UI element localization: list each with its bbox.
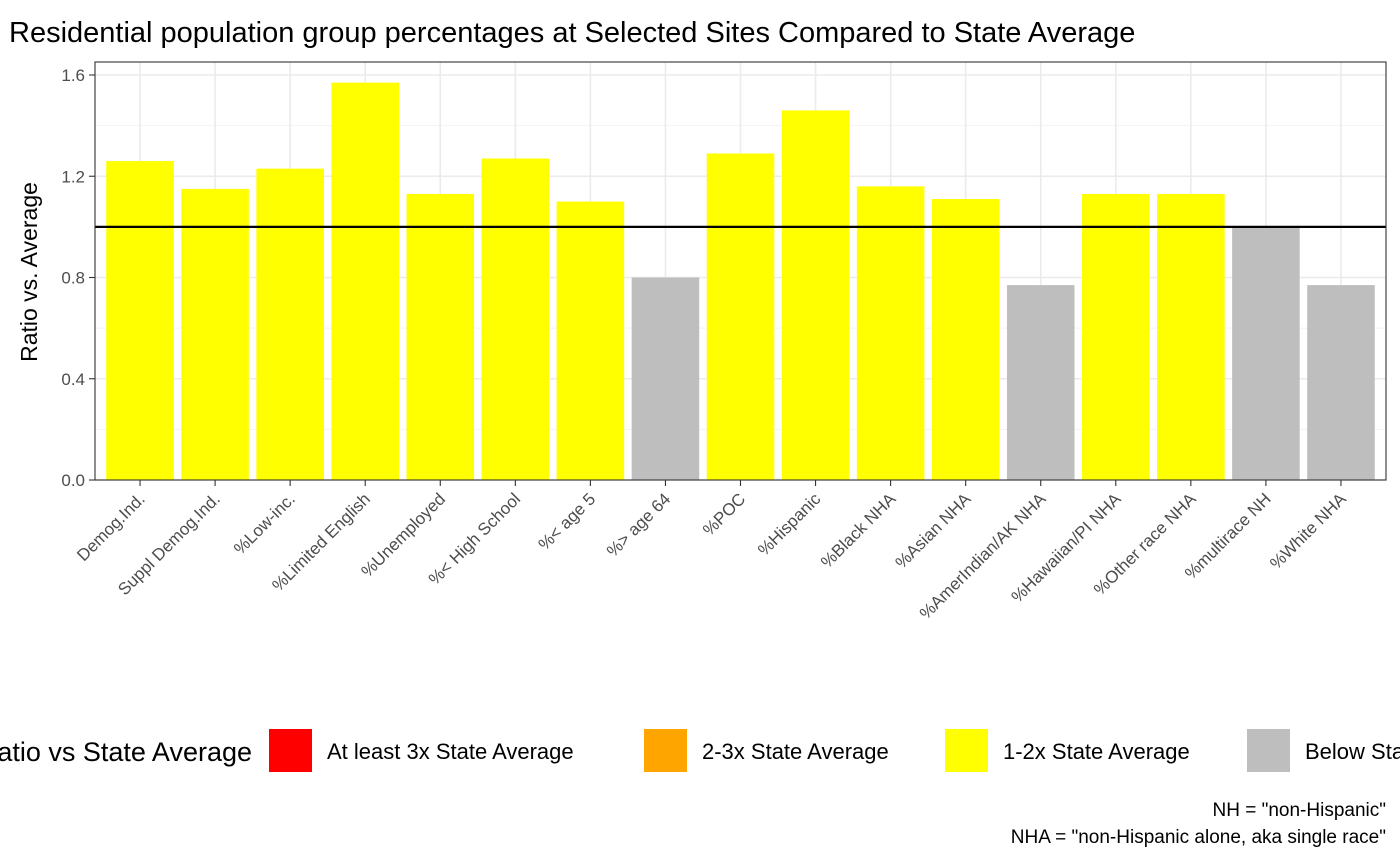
- bar: [1232, 226, 1300, 480]
- bar: [481, 158, 550, 480]
- x-tick-label: %AmerIndian/AK NHA: [916, 489, 1050, 623]
- x-tick-label: %Asian NHA: [892, 489, 975, 572]
- legend-title: Ratio vs State Average: [0, 737, 252, 767]
- x-tick-label: %Hispanic: [754, 489, 825, 560]
- y-tick-label: 0.0: [61, 471, 85, 490]
- bar: [181, 188, 249, 480]
- bar: [331, 82, 399, 480]
- caption-line-1: NH = "non-Hispanic": [1213, 800, 1386, 821]
- x-tick-label: %Black NHA: [817, 489, 900, 572]
- caption: NH = "non-Hispanic" NHA = "non-Hispanic …: [1011, 800, 1386, 848]
- legend-key: [269, 729, 312, 772]
- x-tick-label: Demog.Ind.: [73, 489, 149, 565]
- bar: [1307, 285, 1375, 480]
- bars: [106, 82, 1375, 480]
- bar: [781, 110, 850, 480]
- bar: [931, 199, 1000, 480]
- bar: [706, 153, 775, 480]
- legend-key: [945, 729, 988, 772]
- y-tick-label: 1.6: [61, 66, 85, 85]
- bar: [631, 277, 700, 480]
- y-tick-label: 0.8: [61, 269, 85, 288]
- bar: [256, 168, 324, 480]
- legend-key: [644, 729, 687, 772]
- bar: [106, 161, 174, 480]
- x-axis: Demog.Ind.Suppl Demog.Ind. %Low-inc.%Limi…: [73, 480, 1350, 623]
- x-tick-label: %White NHA: [1266, 489, 1350, 573]
- bar: [556, 201, 625, 480]
- legend-label: At least 3x State Average: [327, 739, 574, 764]
- bar: [406, 193, 475, 480]
- x-tick-label: %< age 5: [535, 489, 600, 554]
- bar: [1082, 193, 1150, 480]
- chart-title: Residential population group percentages…: [9, 17, 1135, 49]
- y-tick-label: 1.2: [61, 167, 85, 186]
- x-tick-label: %POC: [699, 489, 749, 539]
- legend-label: Below State Average: [1305, 739, 1400, 764]
- caption-line-2: NHA = "non-Hispanic alone, aka single ra…: [1011, 827, 1386, 848]
- legend-label: 2-3x State Average: [702, 739, 889, 764]
- y-axis-title: Ratio vs. Average: [16, 182, 42, 362]
- x-tick-label: %> age 64: [603, 489, 674, 560]
- y-tick-label: 0.4: [61, 370, 85, 389]
- bar: [1006, 285, 1075, 480]
- legend: Ratio vs State Average At least 3x State…: [0, 729, 1400, 772]
- y-axis: 0.0 0.4 0.8 1.2 1.6: [61, 66, 95, 490]
- x-tick-label: %Low-inc.: [230, 489, 299, 558]
- legend-label: 1-2x State Average: [1003, 739, 1190, 764]
- bar: [1157, 193, 1225, 480]
- bar: [856, 186, 925, 480]
- legend-key: [1247, 729, 1290, 772]
